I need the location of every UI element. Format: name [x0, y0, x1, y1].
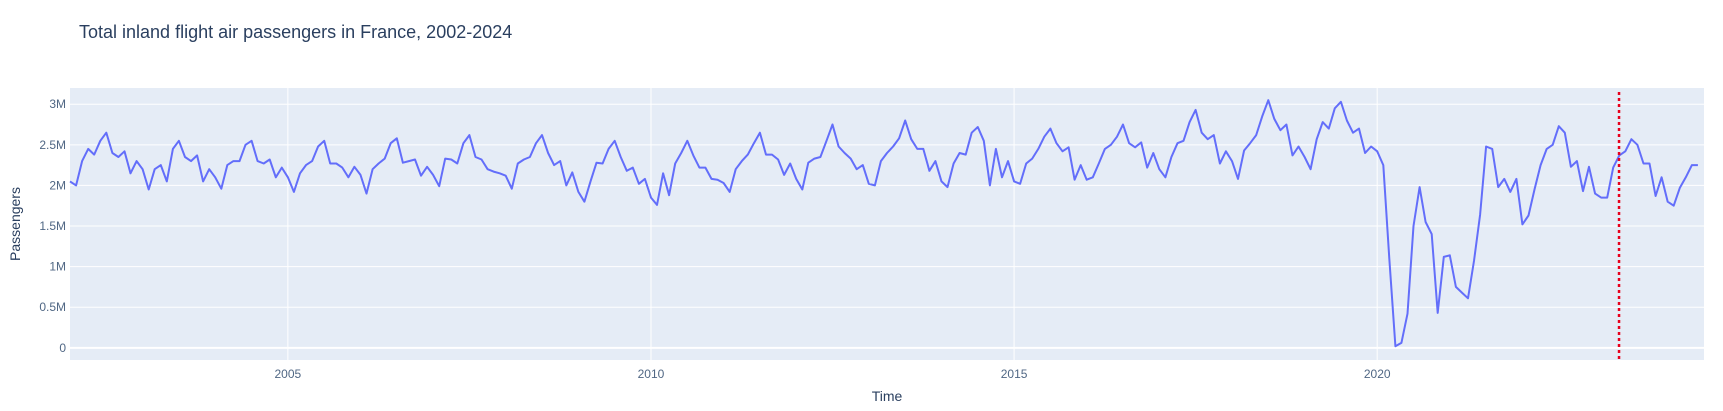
y-axis-label: Passengers	[7, 187, 23, 261]
y-tick-label: 1.5M	[39, 219, 66, 233]
x-axis-label: Time	[872, 388, 903, 404]
x-tick-label: 2010	[638, 367, 665, 381]
x-tick-label: 2005	[275, 367, 302, 381]
y-tick-label: 1M	[49, 260, 66, 274]
x-axis-ticks: 2005 2010 2015 2020	[275, 367, 1391, 381]
x-tick-label: 2015	[1001, 367, 1028, 381]
chart-title: Total inland flight air passengers in Fr…	[79, 22, 512, 42]
series-layer	[69, 99, 1698, 348]
x-tick-label: 2020	[1364, 367, 1391, 381]
y-tick-label: 0	[59, 341, 66, 355]
y-tick-label: 2M	[49, 178, 66, 192]
y-axis-ticks: 0 0.5M 1M 1.5M 2M 2.5M 3M	[39, 97, 66, 355]
y-tick-label: 0.5M	[39, 300, 66, 314]
y-tick-label: 2.5M	[39, 138, 66, 152]
plot-area	[70, 88, 1704, 360]
y-tick-label: 3M	[49, 97, 66, 111]
grid-lines	[70, 88, 1704, 360]
series-line	[69, 99, 1698, 348]
